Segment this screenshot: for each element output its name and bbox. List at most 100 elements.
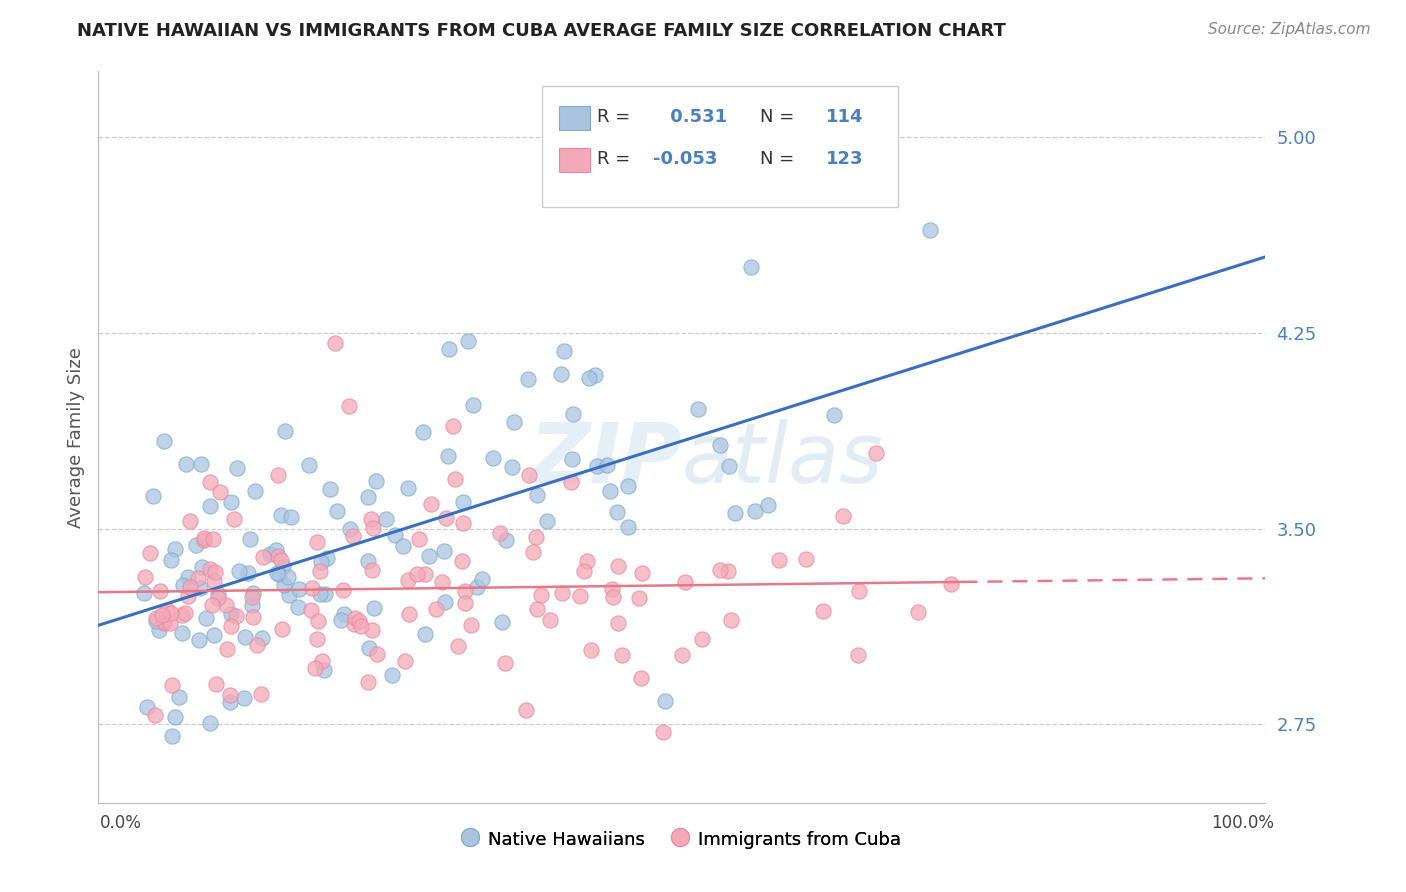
Point <box>179 580 201 594</box>
Point <box>236 566 259 580</box>
Point <box>270 553 292 567</box>
Point <box>301 581 323 595</box>
Point <box>418 549 440 564</box>
Point <box>150 607 173 622</box>
Point <box>363 600 385 615</box>
Point <box>160 553 183 567</box>
Point <box>357 490 380 504</box>
Point <box>465 580 488 594</box>
Point <box>740 260 762 274</box>
Point <box>481 451 503 466</box>
Point <box>165 710 187 724</box>
Point <box>538 613 561 627</box>
Point <box>252 632 274 646</box>
Point <box>433 544 456 558</box>
Point <box>204 565 226 579</box>
Point <box>315 551 337 566</box>
Point <box>412 425 434 439</box>
Point <box>266 566 288 580</box>
Point <box>630 566 652 580</box>
Point <box>326 504 349 518</box>
Point <box>602 590 624 604</box>
Point <box>413 627 436 641</box>
Point <box>572 564 595 578</box>
Point <box>342 529 364 543</box>
Point <box>148 623 170 637</box>
Point <box>323 336 346 351</box>
Point <box>226 461 249 475</box>
Point <box>491 615 513 629</box>
Point <box>174 607 197 621</box>
Point <box>606 505 628 519</box>
Point <box>233 630 256 644</box>
Point <box>709 438 731 452</box>
Point <box>578 371 600 385</box>
Point <box>200 475 222 489</box>
Point <box>460 618 482 632</box>
Point <box>277 588 299 602</box>
Point <box>134 570 156 584</box>
Point <box>311 655 333 669</box>
Point <box>794 552 817 566</box>
Point <box>515 703 537 717</box>
Point <box>187 571 209 585</box>
Point <box>453 584 475 599</box>
Point <box>550 367 572 381</box>
Point <box>673 575 696 590</box>
Point <box>344 611 367 625</box>
Text: 0.531: 0.531 <box>665 109 727 127</box>
Point <box>394 654 416 668</box>
Point <box>239 532 262 546</box>
Point <box>688 402 710 417</box>
Point <box>561 451 583 466</box>
Point <box>396 573 419 587</box>
Point <box>430 574 453 589</box>
Point <box>654 694 676 708</box>
Point <box>524 530 547 544</box>
FancyBboxPatch shape <box>541 86 898 207</box>
Point <box>215 642 238 657</box>
Point <box>553 343 575 358</box>
Point <box>319 482 342 496</box>
Point <box>228 564 250 578</box>
Point <box>188 581 211 595</box>
Point <box>436 450 458 464</box>
Point <box>495 533 517 547</box>
Point <box>209 484 232 499</box>
Point <box>360 512 382 526</box>
Point <box>225 609 247 624</box>
Point <box>630 671 652 685</box>
Point <box>441 419 464 434</box>
Point <box>274 424 297 438</box>
Point <box>606 558 628 573</box>
Point <box>610 648 633 662</box>
Point <box>202 574 225 588</box>
Point <box>201 532 224 546</box>
Point <box>312 663 335 677</box>
Point <box>201 599 224 613</box>
Point <box>756 498 779 512</box>
Point <box>357 675 380 690</box>
Point <box>186 538 208 552</box>
Point <box>305 535 328 549</box>
Point <box>271 622 294 636</box>
Point <box>233 691 256 706</box>
Point <box>176 457 198 471</box>
Point <box>939 576 962 591</box>
Point <box>134 586 156 600</box>
Point <box>600 582 623 596</box>
Point <box>195 611 218 625</box>
Point <box>152 614 174 628</box>
Point <box>848 584 870 599</box>
Point <box>398 607 420 621</box>
Point <box>406 567 429 582</box>
Point <box>337 400 360 414</box>
Point <box>273 578 295 592</box>
Point <box>177 589 200 603</box>
Point <box>451 495 474 509</box>
Point <box>526 488 548 502</box>
Point <box>717 564 740 578</box>
Point <box>617 479 640 493</box>
Point <box>366 474 388 488</box>
Point <box>163 541 186 556</box>
